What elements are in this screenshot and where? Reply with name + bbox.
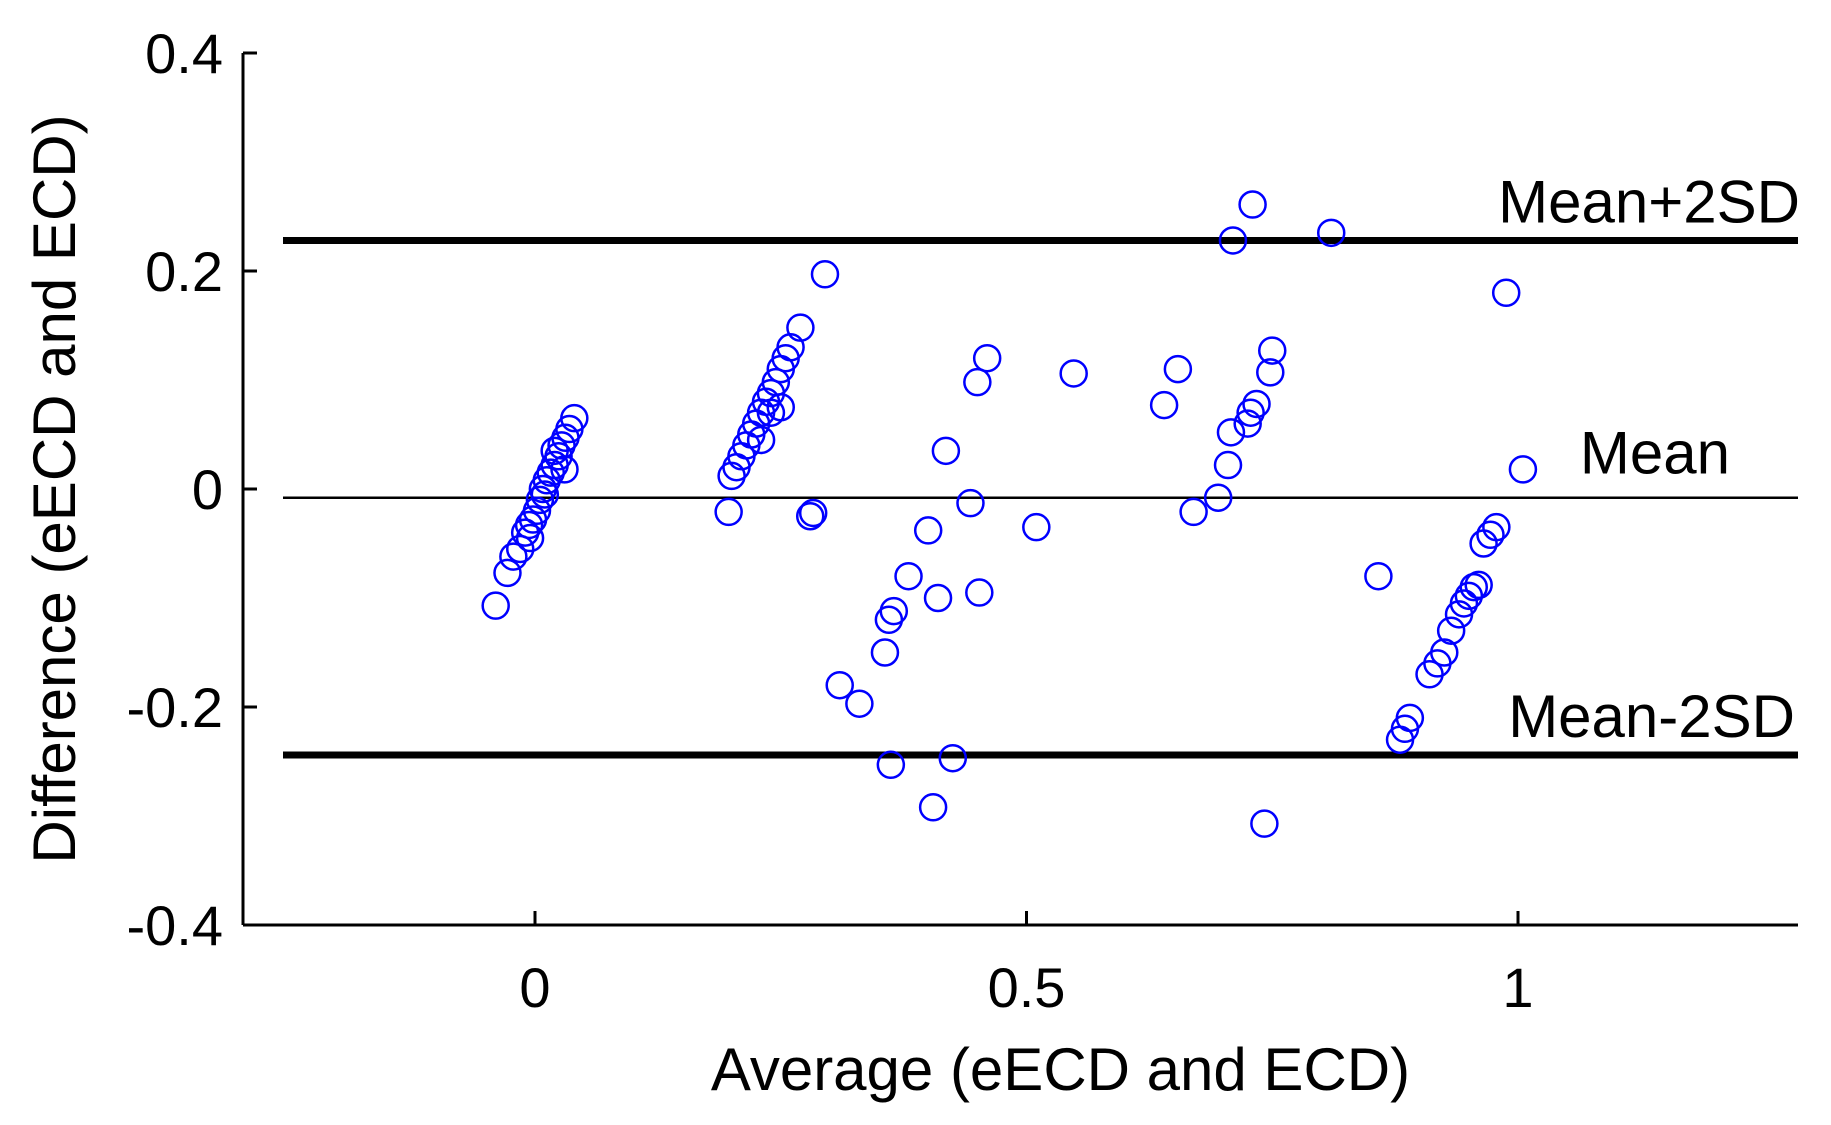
data-point [514, 510, 544, 540]
data-point [1233, 409, 1262, 438]
data-point [1250, 809, 1279, 838]
y-tick-label: 0.4 [145, 22, 223, 85]
x-tick-label: 0 [519, 956, 550, 1019]
data-point [1316, 218, 1346, 248]
data-point [795, 502, 825, 531]
data-point [956, 488, 985, 518]
data-point [931, 436, 961, 466]
data-point [714, 497, 743, 527]
y-tick-label: -0.4 [127, 894, 224, 957]
data-point [1256, 358, 1285, 387]
data-point [544, 442, 573, 471]
data-point [810, 260, 840, 289]
data-point [870, 638, 900, 667]
data-point [879, 596, 909, 626]
data-point [1395, 703, 1425, 733]
data-point [1022, 512, 1051, 542]
data-point [913, 516, 943, 545]
data-points [481, 190, 1538, 838]
data-point [972, 343, 1002, 373]
data-point [1179, 497, 1208, 527]
y-tick-label: -0.2 [127, 676, 224, 739]
data-point [845, 689, 874, 718]
data-point [1476, 520, 1505, 550]
data-point [938, 743, 968, 773]
data-point [550, 455, 579, 484]
data-point [1491, 278, 1521, 308]
data-point [1236, 398, 1265, 427]
data-point [1436, 616, 1466, 645]
mean-minus-2sd-label: Mean-2SD [1508, 683, 1795, 750]
x-axis-ticks: 0 0.5 1 [519, 911, 1534, 1019]
data-point [923, 583, 953, 613]
data-point [1242, 389, 1271, 419]
data-point [1364, 561, 1393, 591]
data-point [894, 561, 923, 591]
data-point [1469, 529, 1498, 558]
data-point [766, 393, 795, 422]
data-point [1213, 450, 1243, 480]
data-point [515, 523, 545, 553]
data-point [522, 496, 552, 526]
data-point [1218, 226, 1248, 255]
x-tick-label: 0.5 [988, 956, 1066, 1019]
reference-lines [283, 236, 1798, 759]
data-point [918, 793, 948, 822]
data-point [1258, 336, 1287, 365]
data-point [1238, 190, 1267, 219]
mean-label: Mean [1580, 420, 1730, 487]
x-axis-title: Average (eECD and ECD) [711, 1036, 1410, 1103]
y-axis-title: Difference (eECD and ECD) [21, 114, 88, 863]
data-point [540, 436, 569, 466]
data-point [493, 558, 522, 588]
data-point [525, 485, 555, 515]
mean-plus-2sd-label: Mean+2SD [1498, 168, 1800, 235]
data-point [560, 403, 589, 433]
data-point [798, 498, 828, 528]
data-point [1203, 483, 1233, 512]
reference-line-labels: Mean+2SD Mean Mean-2SD [1498, 168, 1800, 749]
data-point [825, 670, 854, 700]
data-point [963, 367, 992, 397]
data-point [1482, 512, 1511, 542]
data-point [786, 313, 815, 342]
y-tick-label: 0 [192, 458, 223, 521]
data-point [1149, 390, 1179, 420]
data-point [965, 578, 994, 607]
data-point [746, 425, 776, 455]
data-point [481, 591, 510, 620]
data-point [1464, 570, 1493, 600]
data-point [1216, 418, 1246, 447]
y-tick-label: 0.2 [145, 240, 223, 303]
data-point [499, 542, 528, 571]
data-point [506, 534, 535, 564]
data-point [1508, 455, 1538, 484]
data-point [876, 750, 906, 780]
x-tick-label: 1 [1502, 956, 1533, 1019]
data-point [1430, 638, 1459, 667]
y-axis-ticks: 0.4 0.2 0 -0.2 -0.4 [127, 22, 257, 957]
data-point [530, 480, 560, 509]
data-point [1163, 354, 1193, 384]
data-point [1059, 359, 1088, 388]
data-point [1449, 589, 1479, 618]
